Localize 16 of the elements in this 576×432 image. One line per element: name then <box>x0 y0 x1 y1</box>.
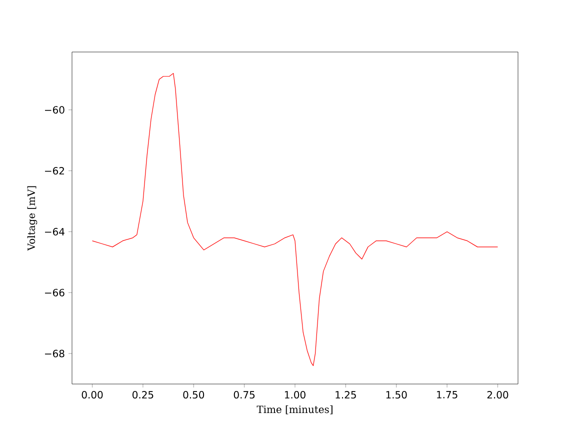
x-tick-label: 2.00 <box>487 391 508 399</box>
y-axis-title: Voltage [mV] <box>27 186 38 251</box>
y-tick-label: −68 <box>45 350 64 358</box>
y-tick-label: −62 <box>45 167 64 175</box>
x-tick-label: 0.75 <box>234 391 255 399</box>
x-tick-label: 1.00 <box>285 391 306 399</box>
x-tick-label: 1.50 <box>386 391 407 399</box>
x-tick-label: 1.25 <box>336 391 356 399</box>
x-tick-label: 0.50 <box>183 391 204 399</box>
x-axis-title: Time [minutes] <box>256 405 332 414</box>
y-tick-label: −64 <box>45 228 64 236</box>
x-tick-label: 1.75 <box>437 391 458 398</box>
y-tick-label: −60 <box>45 106 64 114</box>
y-tick-label: −66 <box>45 288 64 296</box>
x-tick-label: 0.00 <box>82 391 103 399</box>
x-tick-label: 0.25 <box>132 391 154 399</box>
